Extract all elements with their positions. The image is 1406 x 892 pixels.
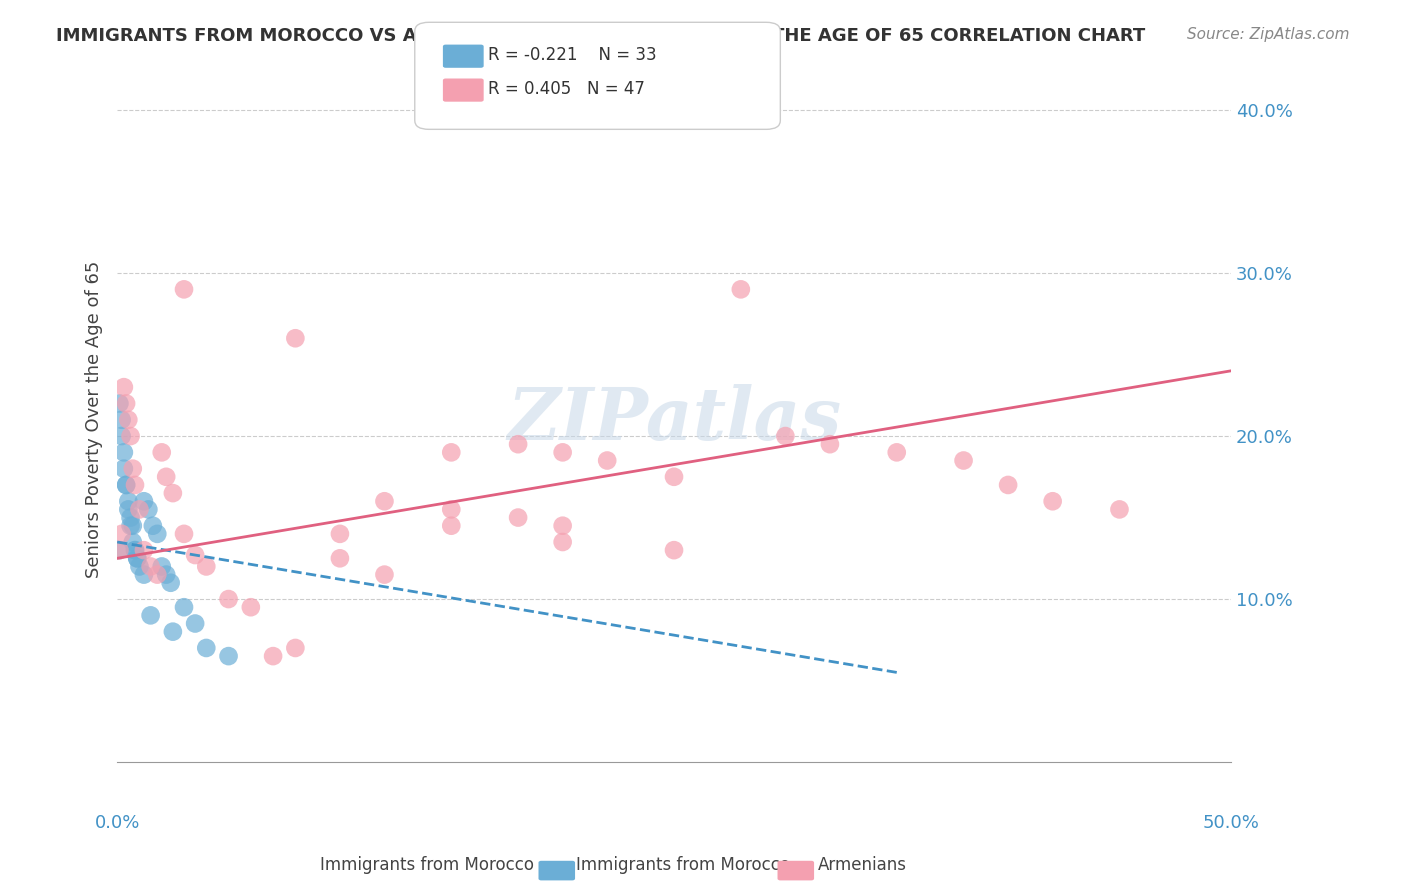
Point: [218, 649, 240, 664]
Text: 0.0%: 0.0%: [94, 814, 139, 832]
Point: [132, 567, 155, 582]
Point: [173, 600, 195, 615]
Point: [284, 331, 307, 345]
Point: [440, 518, 463, 533]
Point: [120, 518, 142, 533]
Point: [146, 526, 169, 541]
Point: [112, 461, 135, 475]
Point: [124, 543, 146, 558]
Point: [117, 413, 139, 427]
Point: [150, 445, 173, 459]
Point: [195, 640, 218, 655]
Point: [730, 282, 752, 296]
Point: [506, 510, 529, 524]
Point: [150, 559, 173, 574]
Text: Armenians: Armenians: [818, 856, 907, 874]
Point: [117, 502, 139, 516]
Point: [112, 380, 135, 394]
Point: [262, 649, 284, 664]
Point: [108, 543, 131, 558]
Text: Immigrants from Morocco: Immigrants from Morocco: [321, 856, 534, 874]
Point: [142, 518, 165, 533]
Point: [184, 616, 207, 631]
Point: [112, 445, 135, 459]
Point: [138, 502, 160, 516]
Point: [111, 526, 134, 541]
Point: [775, 429, 797, 443]
Point: [184, 548, 207, 562]
Point: [128, 502, 150, 516]
Point: [139, 559, 162, 574]
Point: [108, 543, 131, 558]
Point: [551, 535, 574, 549]
Point: [159, 575, 181, 590]
Text: ZIPatlas: ZIPatlas: [508, 384, 841, 455]
Text: IMMIGRANTS FROM MOROCCO VS ARMENIAN SENIORS POVERTY OVER THE AGE OF 65 CORRELATI: IMMIGRANTS FROM MOROCCO VS ARMENIAN SENI…: [56, 27, 1146, 45]
Point: [239, 600, 262, 615]
Point: [440, 502, 463, 516]
Point: [117, 494, 139, 508]
Point: [127, 551, 149, 566]
Point: [284, 640, 307, 655]
Point: [115, 396, 138, 410]
Point: [115, 478, 138, 492]
Point: [551, 518, 574, 533]
Point: [121, 461, 143, 475]
Point: [440, 445, 463, 459]
Point: [886, 445, 908, 459]
Point: [1042, 494, 1064, 508]
Point: [155, 470, 177, 484]
Point: [108, 396, 131, 410]
Point: [596, 453, 619, 467]
Point: [952, 453, 974, 467]
Text: R = 0.405   N = 47: R = 0.405 N = 47: [488, 80, 645, 98]
Point: [1108, 502, 1130, 516]
Point: [124, 478, 146, 492]
Text: Immigrants from Morocco: Immigrants from Morocco: [576, 856, 790, 874]
Point: [124, 543, 146, 558]
Point: [329, 551, 352, 566]
Point: [662, 470, 685, 484]
Point: [132, 494, 155, 508]
Point: [506, 437, 529, 451]
Point: [173, 526, 195, 541]
Point: [115, 478, 138, 492]
Point: [662, 543, 685, 558]
Point: [162, 486, 184, 500]
Point: [162, 624, 184, 639]
Point: [173, 282, 195, 296]
Point: [818, 437, 841, 451]
Point: [146, 567, 169, 582]
Point: [128, 559, 150, 574]
Point: [121, 518, 143, 533]
Point: [120, 510, 142, 524]
Point: [329, 526, 352, 541]
Point: [111, 429, 134, 443]
Point: [195, 559, 218, 574]
Point: [373, 494, 395, 508]
Point: [111, 413, 134, 427]
Y-axis label: Seniors Poverty Over the Age of 65: Seniors Poverty Over the Age of 65: [86, 261, 103, 578]
Text: 50.0%: 50.0%: [1202, 814, 1260, 832]
Point: [139, 608, 162, 623]
Point: [551, 445, 574, 459]
Point: [121, 535, 143, 549]
Point: [997, 478, 1019, 492]
Point: [155, 567, 177, 582]
Point: [218, 592, 240, 607]
Point: [127, 551, 149, 566]
Point: [120, 429, 142, 443]
Point: [132, 543, 155, 558]
Point: [373, 567, 395, 582]
Text: R = -0.221    N = 33: R = -0.221 N = 33: [488, 46, 657, 64]
Text: Source: ZipAtlas.com: Source: ZipAtlas.com: [1187, 27, 1350, 42]
